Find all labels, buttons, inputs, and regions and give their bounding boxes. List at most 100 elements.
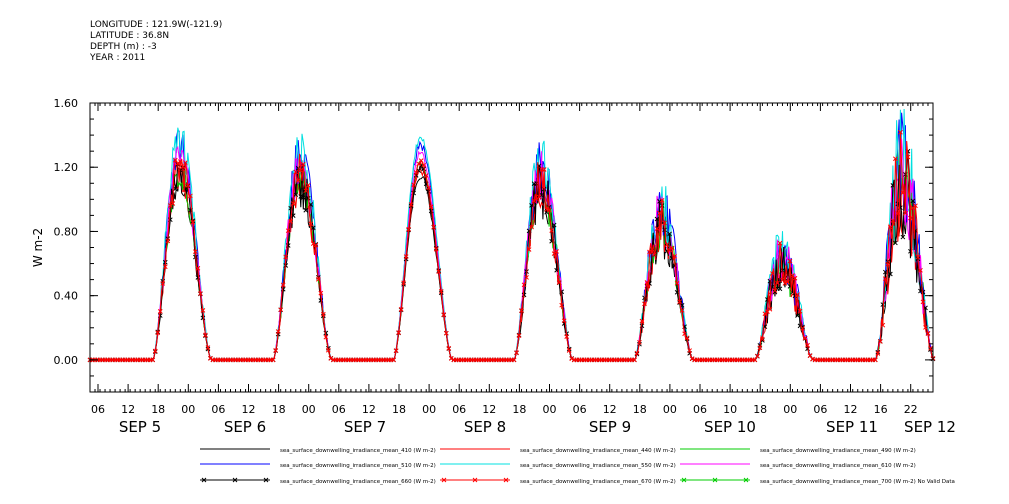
series-marker-8	[923, 325, 928, 330]
series-marker-8	[877, 339, 883, 344]
series-marker-8	[792, 275, 798, 281]
series-marker-7	[903, 172, 908, 177]
series-marker-7	[521, 292, 527, 298]
x-tick-label: 12	[844, 403, 858, 416]
series-marker-8	[787, 258, 793, 264]
series-marker-8	[679, 307, 685, 313]
x-tick-label: 16	[874, 403, 888, 416]
series-marker-8	[396, 330, 401, 335]
series-line-5	[90, 108, 934, 361]
plot-frame	[89, 102, 934, 393]
series-marker-8	[652, 252, 657, 257]
series-marker-8	[406, 226, 411, 232]
series-marker-8	[318, 290, 324, 296]
series-marker-8	[443, 330, 449, 336]
legend-entry: sea_surface_downwelling_irradiance_mean_…	[760, 463, 916, 469]
series-marker-8	[895, 211, 901, 216]
series-marker-8	[885, 262, 891, 267]
legend-marker	[712, 477, 718, 483]
series-marker-8	[275, 329, 281, 334]
series-marker-8	[205, 345, 211, 350]
series-marker-8	[915, 254, 921, 260]
series-marker-8	[890, 218, 896, 223]
series-marker-8	[531, 198, 537, 204]
series-marker-8	[920, 299, 926, 305]
x-tick-label: 06	[573, 403, 587, 416]
x-tick-label: 18	[392, 403, 406, 416]
series-marker-8	[421, 162, 427, 168]
series-marker-8	[280, 282, 286, 288]
series-marker-7	[887, 271, 893, 277]
x-tick-label: 06	[693, 403, 707, 416]
series-marker-8	[426, 185, 432, 191]
series-marker-8	[536, 194, 542, 200]
series-marker-8	[433, 246, 439, 252]
series-marker-8	[802, 335, 808, 341]
series-marker-8	[777, 240, 783, 246]
year-text: YEAR : 2011	[90, 53, 146, 63]
day-label: SEP 9	[589, 418, 631, 436]
series-marker-8	[566, 348, 572, 353]
legend-entry: sea_surface_downwelling_irradiance_mean_…	[280, 479, 436, 485]
series-marker-8	[682, 331, 687, 337]
series-marker-8	[903, 210, 908, 216]
series-marker-8	[642, 301, 647, 307]
x-axis: 06 12 18 00 06 12 18 00 06 12 18 00 06 12 18 00 06 12 18 00…	[89, 103, 956, 436]
series-marker-7	[880, 302, 886, 307]
series-marker-8	[157, 309, 163, 314]
series-marker-8	[674, 280, 680, 286]
series-marker-8	[185, 183, 191, 188]
series-marker-8	[313, 242, 319, 248]
series-marker-8	[782, 281, 788, 286]
series-marker-8	[308, 221, 314, 227]
series-marker-7	[882, 269, 888, 275]
y-tick-label: 0.00	[54, 354, 79, 367]
y-axis-label: W m-2	[31, 228, 45, 267]
series-marker-8	[800, 325, 805, 331]
y-tick-label: 1.60	[54, 97, 79, 110]
series-marker-8	[807, 353, 813, 358]
series-marker-8	[900, 190, 906, 196]
day-label: SEP 10	[704, 418, 756, 436]
series-marker-8	[431, 224, 437, 230]
series-marker-8	[669, 245, 675, 251]
y-axis: 1.60 1.20 0.80 0.40 0.00 W m-2	[31, 97, 933, 393]
series-marker-8	[200, 308, 206, 313]
series-marker-8	[519, 308, 524, 313]
series-marker-8	[511, 357, 517, 363]
series-marker-7	[667, 231, 672, 237]
legend-entry: sea_surface_downwelling_irradiance_mean_…	[520, 448, 676, 454]
series-marker-8	[546, 207, 552, 213]
series-marker-8	[175, 160, 181, 166]
x-tick-label: 06	[91, 403, 105, 416]
series-marker-7	[551, 222, 557, 228]
series-marker-8	[918, 267, 923, 273]
series-marker-8	[198, 291, 203, 296]
series-marker-8	[290, 201, 296, 206]
series-marker-8	[188, 193, 193, 199]
series-marker-8	[190, 219, 196, 225]
longitude-text: LONGITUDE : 121.9W(-121.9)	[90, 20, 223, 30]
series-marker-8	[195, 265, 201, 271]
x-tick-label: 00	[422, 403, 436, 416]
series-marker-8	[644, 280, 650, 285]
series-marker-8	[925, 331, 931, 336]
x-tick-label: 00	[181, 403, 195, 416]
legend-marker	[743, 477, 749, 483]
legend-entry: sea_surface_downwelling_irradiance_mean_…	[280, 463, 436, 469]
series-line-2	[90, 151, 934, 361]
series-marker-8	[193, 249, 198, 254]
series-marker-8	[755, 353, 760, 359]
x-tick-label: 18	[753, 403, 767, 416]
series-marker-8	[654, 226, 660, 231]
series-marker-8	[285, 228, 291, 234]
series-marker-8	[795, 292, 800, 297]
y-tick-label: 0.80	[54, 225, 79, 238]
series-marker-8	[516, 333, 522, 338]
series-marker-7	[805, 346, 810, 352]
series-marker-8	[398, 307, 404, 312]
series-marker-8	[659, 198, 665, 203]
series-marker-8	[639, 318, 645, 324]
x-tick-label: 12	[482, 403, 496, 416]
